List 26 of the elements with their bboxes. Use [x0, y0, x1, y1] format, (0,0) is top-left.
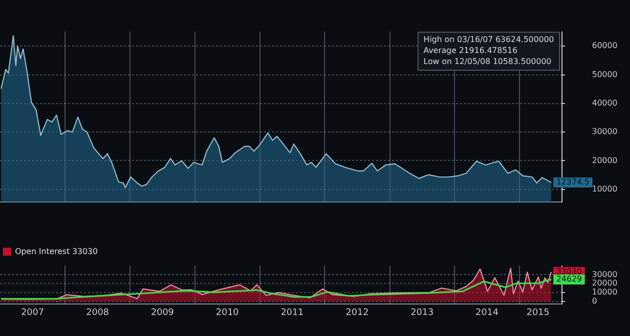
- y-tick-label: 20000: [592, 156, 618, 165]
- y-tick-label: 20000: [592, 278, 618, 288]
- x-tick-label: 2013: [410, 308, 434, 318]
- x-tick-label: 2012: [346, 308, 369, 318]
- x-tick-label: 2011: [280, 308, 304, 318]
- x-tick-label: 2009: [150, 308, 174, 318]
- y-tick-label: 40000: [592, 98, 618, 108]
- annotation: Average 21916.478516: [424, 46, 518, 55]
- y-tick-label: 30000: [592, 270, 618, 279]
- annotation: 12374.5: [556, 178, 590, 187]
- x-tick-label: 2015: [526, 308, 550, 318]
- annotation: 33030: [556, 267, 582, 276]
- y-tick-label: 30000: [592, 127, 618, 136]
- y-tick-label: 50000: [592, 70, 618, 79]
- y-tick-label: 10000: [592, 184, 618, 194]
- annotation: High on 03/16/07 63624.500000: [424, 34, 554, 44]
- x-tick-label: 2014: [476, 308, 499, 318]
- y-tick-label: 0: [592, 296, 598, 306]
- annotation: Low on 12/05/08 10583.500000: [424, 56, 552, 66]
- x-tick-label: 2008: [86, 308, 110, 318]
- y-tick-label: 10000: [592, 288, 618, 297]
- annotation: 24629: [556, 274, 582, 284]
- y-tick-label: 60000: [592, 41, 618, 50]
- x-tick-label: 2010: [216, 308, 240, 318]
- legend-label: Open Interest 33030: [15, 246, 98, 256]
- x-tick-label: 2007: [21, 308, 44, 318]
